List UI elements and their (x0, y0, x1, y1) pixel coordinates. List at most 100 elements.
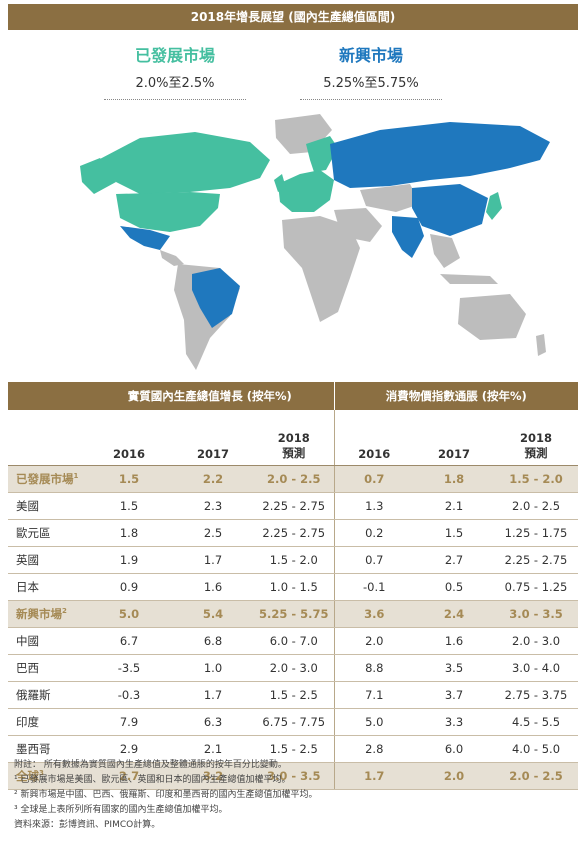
row-label: 墨西哥 (8, 735, 86, 763)
table-cell: 2.0 (333, 627, 414, 655)
table-cell: 3.6 (333, 600, 414, 628)
legend-developed-name: 已發展市場 (134, 46, 215, 65)
central-asia-shape (360, 184, 420, 212)
table-cell: 5.25 - 5.75 (254, 600, 334, 628)
table-cell: 1.8 (86, 519, 172, 547)
row-label-text: 墨西哥 (16, 742, 51, 756)
row-label: 歐元區 (8, 519, 86, 547)
table-cell: 6.75 - 7.75 (254, 708, 334, 736)
table-cell: 1.5 (414, 519, 494, 547)
table-cell: 6.8 (172, 627, 254, 655)
table-cell: 2.0 (414, 762, 494, 790)
table-cell: 6.0 - 7.0 (254, 627, 334, 655)
table-cell: 2.0 - 2.5 (254, 465, 334, 493)
table-cell: 1.5 - 2.5 (254, 681, 334, 709)
table-cell: 3.3 (414, 708, 494, 736)
table-cell: 1.5 (86, 492, 172, 520)
table-row: 英國 1.9 1.7 1.5 - 2.0 0.7 2.7 2.25 - 2.75 (8, 546, 578, 574)
footnotes: 附註： 所有數據為實質國內生產總值及整體通脹的按年百分比變動。 ¹ 已發展市場是… (14, 758, 574, 833)
new-zealand-shape (536, 334, 546, 356)
table-cell: 1.0 - 1.5 (254, 573, 334, 601)
table-row: 已發展市場1 1.5 2.2 2.0 - 2.5 0.7 1.8 1.5 - 2.0 (8, 465, 578, 493)
row-label-text: 日本 (16, 580, 39, 594)
row-label-text: 美國 (16, 499, 39, 513)
table-cell: 0.7 (333, 465, 414, 493)
legend-emerging: 新興市場 5.25%至5.75% (296, 42, 446, 100)
table-row: 俄羅斯 -0.3 1.7 1.5 - 2.5 7.1 3.7 2.75 - 3.75 (8, 681, 578, 709)
legend-emerging-name: 新興市場 (338, 46, 403, 65)
footnote: ² 新興市場是中國、巴西、俄羅斯、印度和墨西哥的國內生產總值加權平均。 (14, 790, 318, 800)
forecast-table: 實質國內生產總值增長 (按年%) 消費物價指數通脹 (按年%) 2016 201… (8, 382, 578, 790)
legend-developed-range: 2.0%至2.5% (135, 76, 215, 91)
table-cell: 3.2 (172, 762, 254, 790)
table-row: 巴西 -3.5 1.0 2.0 - 3.0 8.8 3.5 3.0 - 4.0 (8, 654, 578, 682)
row-label: 美國 (8, 492, 86, 520)
table-cell: 2.0 - 3.0 (254, 654, 334, 682)
table-cell: 2.1 (414, 492, 494, 520)
header-corner (8, 382, 86, 410)
col-header-gdp-2016: 2016 (86, 410, 172, 466)
mexico-shape (120, 226, 170, 250)
table-cell: 6.3 (172, 708, 254, 736)
row-label: 新興市場2 (8, 600, 86, 628)
row-label: 日本 (8, 573, 86, 601)
footnote-marker: 3 (39, 769, 44, 778)
brazil-shape (192, 268, 240, 328)
row-label: 已發展市場1 (8, 465, 86, 493)
africa-shape (282, 216, 360, 322)
table-cell: 6.7 (86, 627, 172, 655)
russia-shape (330, 122, 550, 188)
col-header-year: 2018 (277, 431, 310, 445)
china-shape (412, 184, 488, 236)
footnote-marker: 2 (62, 607, 67, 616)
table-cell: 3.0 - 4.0 (494, 654, 578, 682)
table-cell: 2.0 - 3.0 (494, 627, 578, 655)
scandinavia-shape (306, 136, 338, 172)
table-cell: -0.1 (333, 573, 414, 601)
col-header-forecast: 預測 (282, 446, 306, 460)
alaska-shape (80, 158, 116, 194)
col-header-gdp-2018: 2018 預測 (254, 410, 334, 466)
table-cell: 2.7 (86, 762, 172, 790)
india-shape (392, 216, 424, 258)
table-cell: 1.3 (333, 492, 414, 520)
table-cell: -0.3 (86, 681, 172, 709)
japan-shape (486, 192, 502, 220)
table-cell: -3.5 (86, 654, 172, 682)
row-label: 印度 (8, 708, 86, 736)
header-empty (8, 410, 86, 466)
europe-shape (278, 170, 334, 212)
table-cell: 7.1 (333, 681, 414, 709)
table-cell: 2.75 - 3.75 (494, 681, 578, 709)
indonesia-shape (440, 274, 498, 284)
table-cell: 5.0 (86, 600, 172, 628)
table-cell: 8.8 (333, 654, 414, 682)
row-label-text: 巴西 (16, 661, 39, 675)
row-label-text: 全球 (16, 769, 39, 783)
table-cell: 1.7 (172, 546, 254, 574)
row-label-text: 印度 (16, 715, 39, 729)
row-label-text: 歐元區 (16, 526, 51, 540)
table-row: 全球3 2.7 3.2 3.0 - 3.5 1.7 2.0 2.0 - 2.5 (8, 762, 578, 790)
col-header-cpi-2016: 2016 (333, 410, 414, 466)
row-label: 全球3 (8, 762, 86, 790)
canada-shape (98, 132, 270, 194)
table-cell: 1.0 (172, 654, 254, 682)
table-cell: 1.5 (86, 465, 172, 493)
group-header-cpi: 消費物價指數通脹 (按年%) (333, 382, 578, 410)
table-cell: 3.7 (414, 681, 494, 709)
table-cell: 2.8 (333, 735, 414, 763)
legend-developed: 已發展市場 2.0%至2.5% (100, 42, 250, 100)
footnote: ¹ 已發展市場是美國、歐元區、英國和日本的國內生產總值加權平均。 (14, 775, 291, 785)
table-cell: 2.7 (414, 546, 494, 574)
central-america-shape (160, 250, 184, 266)
table-cell: 1.8 (414, 465, 494, 493)
table-cell: 0.2 (333, 519, 414, 547)
table-row: 墨西哥 2.9 2.1 1.5 - 2.5 2.8 6.0 4.0 - 5.0 (8, 735, 578, 763)
table-cell: 2.4 (414, 600, 494, 628)
table-cell: 2.25 - 2.75 (254, 519, 334, 547)
table-cell: 3.0 - 3.5 (494, 600, 578, 628)
table-cell: 1.5 - 2.5 (254, 735, 334, 763)
table-cell: 2.1 (172, 735, 254, 763)
table-row: 美國 1.5 2.3 2.25 - 2.75 1.3 2.1 2.0 - 2.5 (8, 492, 578, 520)
